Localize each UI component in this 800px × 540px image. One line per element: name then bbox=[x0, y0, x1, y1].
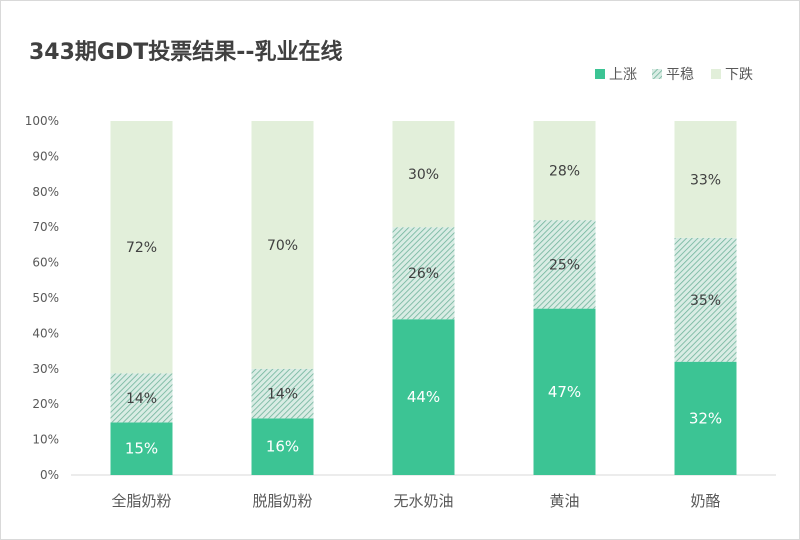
y-tick-label: 50% bbox=[32, 291, 59, 305]
category-label: 黄油 bbox=[549, 492, 579, 510]
bar-down bbox=[392, 121, 455, 228]
plot-area: 15% 14% 72% 16% 14% 70% 44% 26% 30% 47% 25% 28% 32% 3… bbox=[110, 121, 737, 475]
legend: 上涨 平稳 下跌 bbox=[595, 67, 753, 83]
y-tick-label: 30% bbox=[32, 362, 59, 376]
data-label: 44% bbox=[407, 388, 440, 406]
legend-label: 上涨 bbox=[609, 67, 637, 83]
data-label: 26% bbox=[408, 266, 439, 282]
bar-stable bbox=[110, 373, 173, 423]
chart-title: 343期GDT投票结果--乳业在线 bbox=[29, 39, 343, 65]
data-label: 72% bbox=[126, 240, 157, 256]
category-label: 奶酪 bbox=[690, 492, 720, 510]
data-label: 47% bbox=[548, 383, 581, 401]
data-label: 28% bbox=[549, 164, 580, 180]
data-label: 70% bbox=[267, 238, 298, 254]
data-label: 35% bbox=[690, 293, 721, 309]
x-axis: 全脂奶粉 脱脂奶粉 无水奶油 黄油 奶酪 bbox=[111, 492, 720, 510]
y-tick-label: 60% bbox=[32, 256, 59, 270]
bar-up bbox=[251, 418, 314, 475]
y-tick-label: 90% bbox=[32, 149, 59, 163]
bar-stable bbox=[674, 237, 737, 362]
bar-down bbox=[251, 121, 314, 369]
bar-down bbox=[110, 121, 173, 374]
bar-up bbox=[674, 361, 737, 475]
bar-down bbox=[533, 121, 596, 221]
data-label: 14% bbox=[126, 391, 157, 407]
bar-up bbox=[110, 422, 173, 475]
data-label: 30% bbox=[408, 167, 439, 183]
y-tick-label: 0% bbox=[40, 468, 59, 482]
bar-up bbox=[392, 319, 455, 475]
category-label: 全脂奶粉 bbox=[111, 492, 171, 510]
data-label: 25% bbox=[549, 257, 580, 273]
y-tick-label: 20% bbox=[32, 397, 59, 411]
legend-label: 下跌 bbox=[725, 67, 753, 83]
bar-down bbox=[674, 121, 737, 238]
y-tick-label: 100% bbox=[25, 114, 59, 128]
data-label: 32% bbox=[689, 409, 722, 427]
data-label: 14% bbox=[267, 387, 298, 403]
legend-swatch bbox=[711, 69, 721, 79]
legend-label: 平稳 bbox=[666, 67, 694, 83]
y-tick-label: 70% bbox=[32, 220, 59, 234]
data-label: 16% bbox=[266, 438, 299, 456]
y-tick-label: 10% bbox=[32, 433, 59, 447]
legend-swatch bbox=[595, 69, 605, 79]
y-tick-label: 80% bbox=[32, 185, 59, 199]
bar-stable bbox=[392, 227, 455, 320]
bar-up bbox=[533, 308, 596, 475]
bar-stable bbox=[251, 368, 314, 419]
category-label: 无水奶油 bbox=[393, 492, 453, 510]
data-label: 15% bbox=[125, 440, 158, 458]
legend-swatch bbox=[652, 69, 662, 79]
data-label: 33% bbox=[690, 172, 721, 188]
y-tick-label: 40% bbox=[32, 326, 59, 340]
category-label: 脱脂奶粉 bbox=[252, 492, 312, 510]
y-axis: 0% 10% 20% 30% 40% 50% 60% 70% 80% 90% 100% bbox=[25, 114, 776, 482]
bar-stable bbox=[533, 220, 596, 309]
